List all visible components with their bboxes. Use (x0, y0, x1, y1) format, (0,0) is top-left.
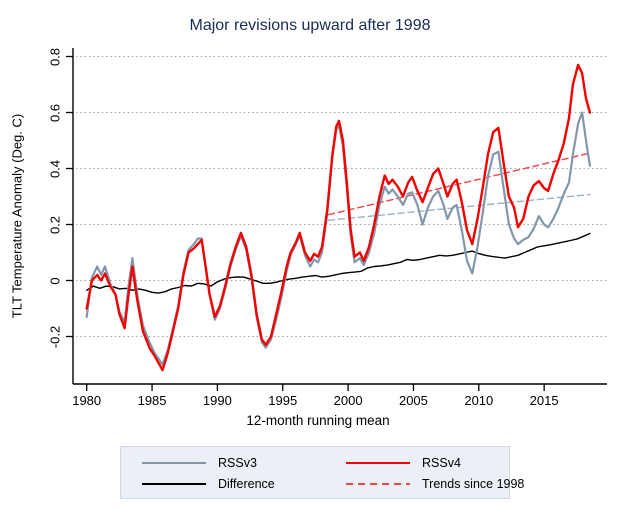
x-tick-label: 2005 (398, 393, 428, 408)
legend-label-rssv3: RSSv3 (218, 456, 257, 470)
legend-item-difference: Difference (142, 477, 346, 491)
y-tick-label: 0.2 (47, 215, 63, 234)
series-trend-rssv4-line (327, 152, 591, 216)
x-tick-label: 1995 (268, 393, 298, 408)
x-tick-label: 1980 (72, 393, 102, 408)
series-rssv4-line (85, 63, 592, 372)
legend-item-rssv4: RSSv4 (346, 456, 524, 470)
y-tick-label: -0.2 (47, 325, 63, 348)
rssv4-line-swatch (346, 462, 410, 464)
series-trend-rssv3-line (327, 193, 591, 222)
trends-since-1998-line-swatch (346, 483, 410, 485)
x-tick-label: 2010 (464, 393, 494, 408)
legend: RSSv3 RSSv4 Difference Trends since 1998 (120, 446, 524, 499)
x-axis-title: 12-month running mean (246, 413, 390, 428)
chart-title: Major revisions upward after 1998 (189, 17, 431, 34)
legend-label-rssv4: RSSv4 (422, 456, 461, 470)
x-tick-label: 1985 (137, 393, 167, 408)
x-tick-label: 1990 (202, 393, 232, 408)
x-tick-label: 2015 (529, 393, 559, 408)
legend-item-trends-since-1998: Trends since 1998 (346, 477, 524, 491)
y-axis-title: TLT Temperature Anomaly (Deg. C) (9, 113, 25, 319)
rssv3-line-swatch (142, 462, 206, 464)
series-difference-line (85, 232, 591, 294)
difference-line-swatch (142, 483, 206, 485)
legend-item-rssv3: RSSv3 (142, 456, 346, 470)
legend-label-difference: Difference (218, 477, 275, 491)
y-tick-label: 0.8 (47, 47, 63, 66)
x-tick-label: 2000 (333, 393, 363, 408)
y-tick-label: 0.4 (47, 159, 63, 178)
legend-label-trends-since-1998: Trends since 1998 (422, 477, 525, 491)
y-tick-label: 0 (47, 276, 63, 285)
y-tick-label: 0.6 (47, 103, 63, 122)
series-rssv3-line (85, 111, 592, 366)
